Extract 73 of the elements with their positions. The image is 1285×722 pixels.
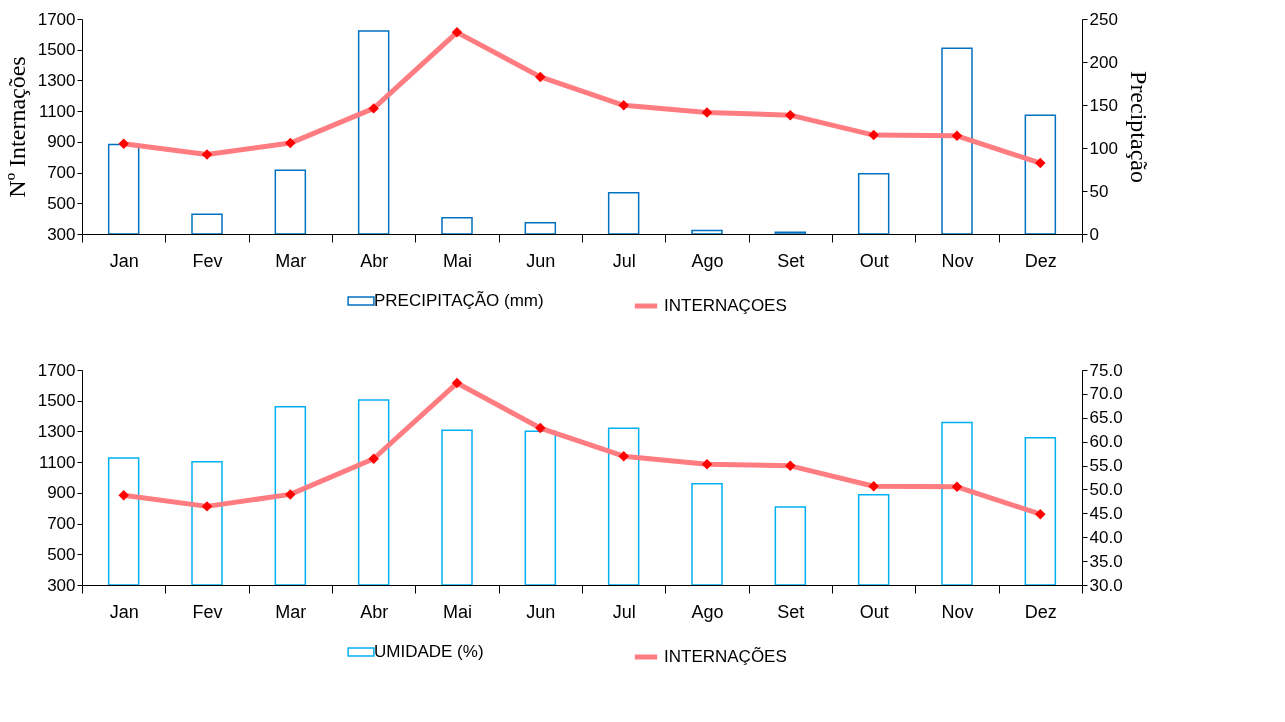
x-tick-label: Mai [442,601,473,622]
y2-tick-label: 75.0 [1089,360,1123,380]
x-tick-label: Fev [192,250,223,271]
y2-tick-label: 100 [1089,138,1118,158]
bar [441,216,473,234]
x-tick-label: Set [777,250,805,271]
x-tick-label: Jun [526,250,556,271]
bar [107,143,140,234]
y2-axis-title: Preciptação [1125,71,1152,183]
x-tick-label: Ago [691,601,724,622]
y2-tick-label: 0 [1089,224,1099,244]
bar [524,222,557,234]
x-tick-label: Nov [941,250,974,271]
x-tick-label: Fev [192,601,223,622]
y2-tick-label: 35.0 [1089,551,1123,571]
x-tick-label: Set [777,601,805,622]
y-tick-label: 1500 [37,391,76,411]
x-tick-label: Abr [360,250,389,271]
bar [1024,114,1057,234]
bar [691,229,723,234]
x-tick-label: Jun [526,601,556,622]
y-tick-label: 1500 [37,40,76,60]
x-tick-label: Nov [941,601,974,622]
y-axis-title: Nº Internações [3,56,30,198]
y2-tick-label: 40.0 [1089,527,1123,547]
y-tick-label: 1300 [37,70,76,90]
bar [857,173,890,234]
bar [941,47,973,234]
y-tick-label: 1100 [38,452,76,472]
y2-tick-label: 50.0 [1089,479,1123,499]
legend-label: UMIDADE (%) [374,642,484,661]
y2-tick-label: 45.0 [1089,503,1123,523]
bar [607,191,640,234]
y-tick-label: 300 [47,224,76,244]
y2-tick-label: 150 [1089,95,1118,115]
y2-tick-label: 50 [1089,181,1109,201]
x-tick-label: Dez [1024,601,1057,622]
y-tick-label: 1700 [37,360,76,380]
legend-label: INTERNAÇÕES [664,647,787,666]
bar [357,30,390,234]
y-tick-label: 900 [47,132,76,152]
x-tick-label: Mar [275,601,307,622]
x-tick-label: Mai [442,250,473,271]
bar [191,213,223,234]
y-tick-label: 1300 [37,421,76,441]
y-tick-label: 1700 [37,9,76,29]
bar [274,169,307,234]
y2-tick-label: 55.0 [1089,456,1123,476]
x-tick-label: Ago [691,250,724,271]
y2-tick-label: 200 [1089,52,1118,72]
y-tick-label: 1100 [38,101,76,121]
x-tick-label: Mar [275,250,307,271]
x-tick-label: Jul [612,250,636,271]
x-tick-label: Jul [612,601,636,622]
legend-label: PRECIPITAÇÃO (mm) [374,291,544,310]
y-tick-label: 900 [47,483,76,503]
y-tick-label: 300 [47,575,76,595]
x-tick-label: Out [859,601,889,622]
x-tick-label: Out [859,250,889,271]
x-tick-label: Jan [109,601,139,622]
y2-tick-label: 65.0 [1089,408,1123,428]
y-tick-label: 700 [47,514,76,534]
y-tick-label: 500 [47,544,76,564]
x-tick-label: Abr [360,601,389,622]
y2-tick-label: 250 [1089,9,1118,29]
legend-label: INTERNAÇOES [664,296,787,315]
x-tick-label: Dez [1024,250,1057,271]
y2-tick-label: 30.0 [1089,575,1123,595]
x-tick-label: Jan [109,250,139,271]
y2-tick-label: 60.0 [1089,432,1123,452]
y2-tick-label: 70.0 [1089,384,1123,404]
y-tick-label: 700 [47,163,76,183]
y-tick-label: 500 [47,193,76,213]
